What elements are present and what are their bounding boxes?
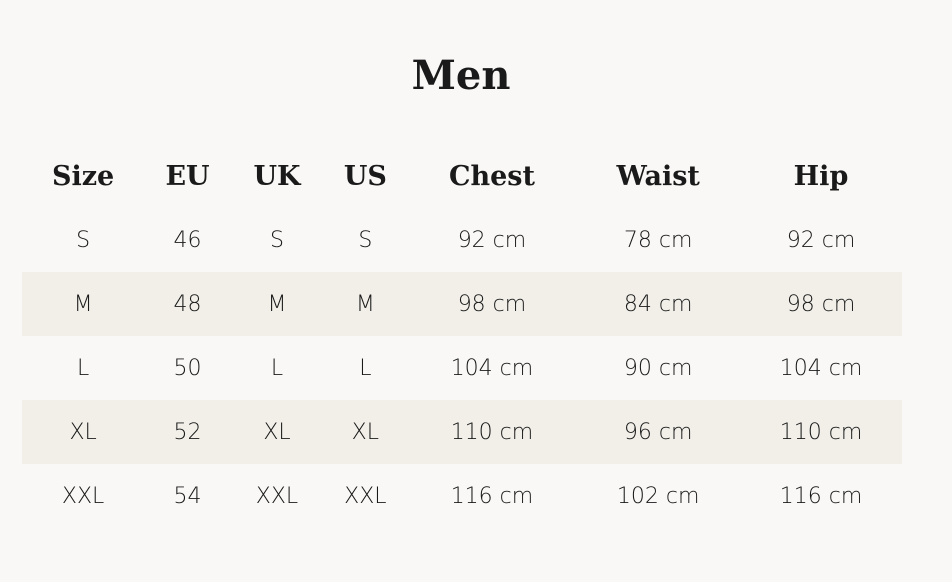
table-cell: 46 [173, 227, 202, 253]
table-row: S 46 S S 92 cm 78 cm 92 cm [22, 208, 902, 272]
table-cell: XXL [344, 483, 387, 509]
column-header: Waist [616, 160, 700, 192]
table-cell: 92 cm [457, 227, 527, 253]
table-row: L 50 L L 104 cm 90 cm 104 cm [22, 336, 902, 400]
table-cell: M [323, 272, 408, 336]
table-cell: 110 cm [407, 400, 577, 464]
table-cell: S [269, 227, 284, 253]
table-cell: XXL [255, 483, 299, 509]
table-cell: M [230, 272, 324, 336]
column-header: EU [165, 160, 210, 192]
table-cell: 84 cm [576, 272, 741, 336]
column-header: Chest [448, 160, 535, 192]
table-cell: XXL [61, 483, 105, 509]
table-row: M 48 M M 98 cm 84 cm 98 cm [22, 272, 902, 336]
table-cell: S [76, 227, 91, 253]
table-cell: 110 cm [740, 400, 902, 464]
table-cell: 52 [144, 400, 231, 464]
table-cell: 104 cm [450, 355, 534, 381]
table-cell: L [76, 355, 90, 381]
column-header: UK [253, 160, 301, 192]
column-header: Hip [793, 160, 849, 192]
table-cell: XL [323, 400, 408, 464]
table-cell: 104 cm [779, 355, 863, 381]
table-cell: 96 cm [576, 400, 741, 464]
header-row: Size EU UK US Chest Waist Hip [22, 144, 902, 208]
table-cell: 54 [173, 483, 202, 509]
table-cell: 50 [173, 355, 202, 381]
table-cell: XL [230, 400, 324, 464]
table-cell: 90 cm [623, 355, 693, 381]
page-title: Men [411, 52, 511, 99]
table-cell: 92 cm [786, 227, 856, 253]
table-cell: 116 cm [450, 483, 534, 509]
table-cell: L [270, 355, 284, 381]
table-cell: 98 cm [740, 272, 902, 336]
table-cell: L [359, 355, 372, 381]
table-cell: 102 cm [616, 483, 700, 509]
table-cell: 98 cm [407, 272, 577, 336]
table-cell: 116 cm [779, 483, 863, 509]
table-cell: M [22, 272, 145, 336]
table-cell: XL [22, 400, 145, 464]
table-cell: S [358, 227, 373, 253]
table-row: XL 52 XL XL 110 cm 96 cm 110 cm [22, 400, 902, 464]
column-header: Size [51, 160, 115, 192]
table-row: XXL 54 XXL XXL 116 cm 102 cm 116 cm [22, 464, 902, 528]
table-cell: 78 cm [623, 227, 693, 253]
table-cell: 48 [144, 272, 231, 336]
size-table: Size EU UK US Chest Waist Hip S 46 S S 92 cm 78 cm 9… [22, 144, 902, 528]
column-header: US [343, 160, 387, 192]
